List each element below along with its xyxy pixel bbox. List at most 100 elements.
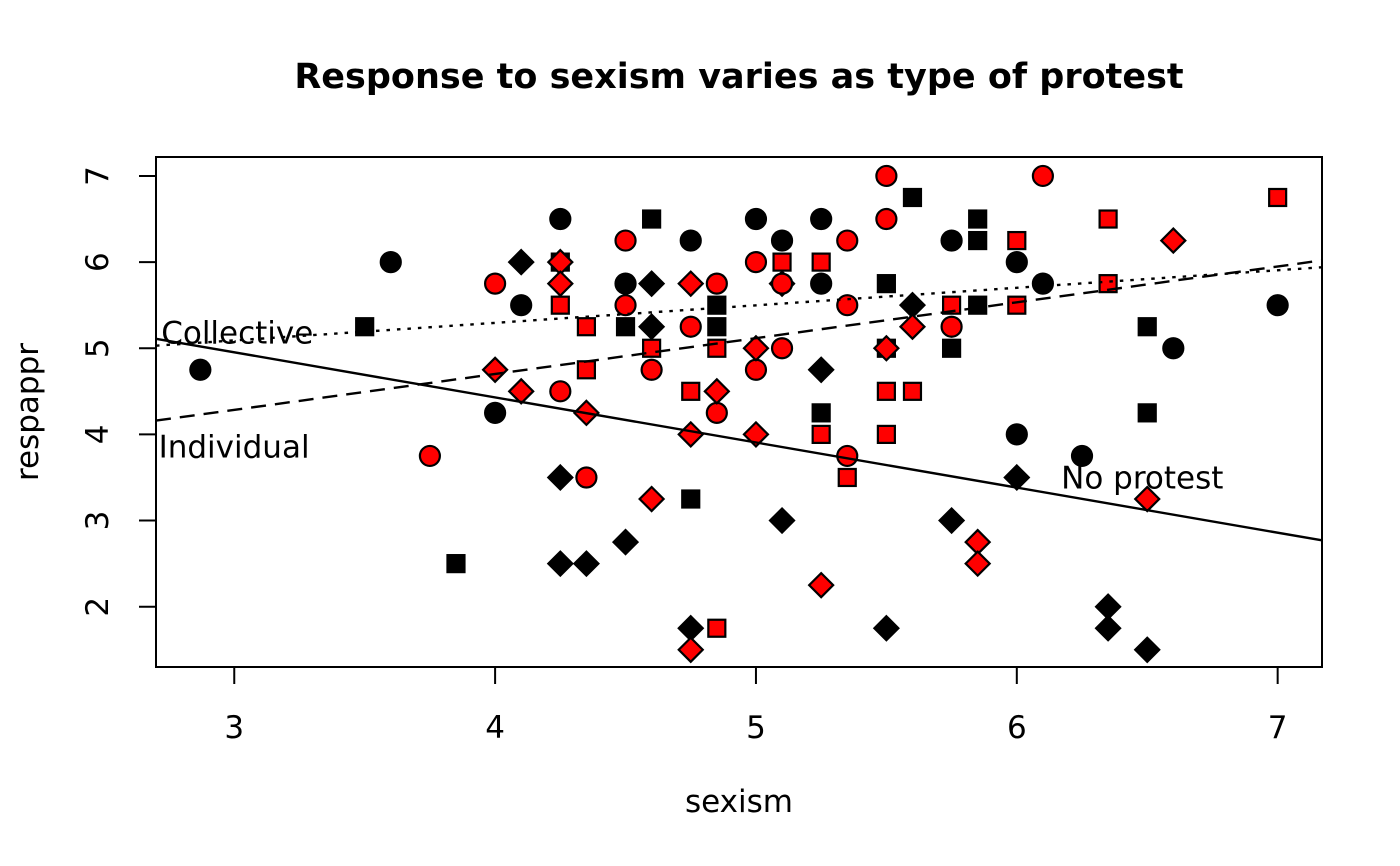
scatter-point-black-square (355, 317, 375, 337)
regression-lines (155, 259, 1323, 542)
line-label-collective: Collective (161, 316, 313, 352)
scatter-point-red-diamond (964, 550, 992, 578)
scatter-point-black-circle (379, 251, 402, 274)
scatter-point-red-diamond (703, 377, 731, 405)
scatter-point-red-circle (770, 337, 794, 360)
scatter-point-red-square (1007, 230, 1027, 251)
scatter-point-red-square (837, 467, 857, 488)
scatter-point-red-square (1268, 187, 1288, 208)
x-tick-label: 5 (746, 710, 766, 746)
scatter-point-red-diamond (677, 270, 705, 298)
scatter-point-black-diamond (1133, 636, 1161, 664)
scatter-point-black-square (642, 209, 662, 229)
scatter-point-red-square (681, 381, 701, 401)
axis-ticks: 3 4 5 6 7 2 3 4 5 6 7 (80, 166, 1288, 746)
scatter-point-red-square (550, 295, 570, 315)
scatter-point-black-circle (1162, 337, 1185, 360)
scatter-point-black-circle (679, 229, 702, 252)
scatter-point-black-square (941, 338, 962, 358)
scatter-point-black-square (968, 230, 988, 251)
scatter-point-black-circle (770, 229, 794, 252)
scatter-point-black-diamond (507, 248, 535, 276)
x-tick-label: 6 (1007, 710, 1027, 746)
scatter-point-red-diamond (807, 571, 835, 599)
scatter-point-black-circle (1070, 444, 1094, 468)
scatter-point-red-square (707, 338, 727, 358)
scatter-point-red-diamond (507, 377, 535, 405)
scatter-point-red-circle (549, 380, 572, 403)
scatter-point-red-square (576, 317, 597, 337)
regression-line-labels: Collective Individual No protest (159, 316, 1224, 497)
scatter-point-red-square (1098, 274, 1118, 294)
scatter-point-black-square (681, 489, 701, 509)
y-axis-label: respappr (10, 343, 46, 481)
x-tick-label: 7 (1268, 710, 1288, 746)
scatter-point-black-square (1137, 317, 1157, 337)
scatter-point-black-square (968, 209, 988, 229)
scatter-point-black-circle (1266, 294, 1289, 317)
scatter-point-black-circle (940, 229, 963, 252)
y-tick-label: 3 (80, 511, 116, 531)
scatter-point-black-diamond (872, 614, 900, 642)
plot-box (155, 156, 1323, 668)
line-label-individual: Individual (159, 429, 310, 465)
scatter-point-red-diamond (546, 270, 574, 298)
chart-title: Response to sexism varies as type of pro… (294, 57, 1183, 97)
scatter-point-black-diamond (768, 506, 796, 535)
scatter-point-black-square (902, 187, 923, 208)
scatter-point-black-diamond (807, 356, 835, 384)
scatter-point-red-circle (614, 294, 637, 317)
x-axis-label: sexism (685, 784, 793, 820)
scatter-point-red-diamond (1159, 227, 1187, 255)
scatter-point-red-circle (836, 229, 859, 252)
scatter-point-red-square (876, 424, 896, 444)
scatter-point-red-diamond (898, 313, 927, 341)
scatter-point-red-square (876, 381, 896, 401)
scatter-point-black-circle (614, 272, 637, 295)
scatter-point-red-circle (744, 251, 768, 274)
scatter-point-black-square (446, 554, 466, 574)
scatter-point-black-circle (189, 358, 212, 381)
y-tick-label: 2 (80, 597, 116, 617)
scatter-point-red-diamond (677, 420, 705, 448)
scatter-point-red-square (1007, 295, 1027, 315)
scatter-point-black-circle (549, 207, 572, 231)
scatter-point-black-diamond (1003, 463, 1031, 492)
scatter-point-black-diamond (572, 550, 600, 578)
scatter-point-black-circle (510, 294, 533, 317)
regression-line-individual-line (155, 259, 1323, 422)
scatter-point-black-diamond (611, 528, 640, 556)
scatter-point-black-circle (1005, 423, 1028, 446)
scatter-point-black-square (876, 274, 896, 294)
y-tick-label: 6 (80, 252, 116, 272)
scatter-point-red-diamond (677, 636, 705, 664)
scatter-point-black-square (1137, 403, 1157, 423)
scatter-point-red-square (772, 252, 792, 272)
scatter-point-red-circle (484, 272, 507, 295)
scatter-point-black-square (811, 403, 831, 423)
scatter-point-red-circle (836, 294, 859, 317)
x-tick-label: 3 (224, 710, 244, 746)
scatter-point-black-diamond (546, 463, 574, 492)
scatter-point-red-circle (614, 229, 637, 252)
scatter-point-black-diamond (1094, 614, 1122, 642)
scatter-point-black-circle (484, 401, 507, 424)
scatter-point-black-diamond (546, 550, 574, 578)
scatter-point-red-diamond (872, 334, 900, 362)
scatter-point-black-circle (1031, 272, 1054, 295)
scatter-point-red-circle (705, 401, 728, 424)
scatter-point-black-square (707, 317, 727, 337)
scatter-point-red-square (902, 381, 923, 401)
scatter-point-black-square (615, 317, 636, 337)
x-tick-label: 4 (485, 710, 505, 746)
scatter-point-red-diamond (481, 356, 509, 384)
scatter-point-red-circle (1031, 164, 1054, 188)
line-label-no-protest: No protest (1061, 460, 1223, 496)
scatter-point-red-circle (770, 272, 794, 295)
scatter-point-red-square (1098, 209, 1118, 229)
scatter-point-black-circle (1005, 251, 1028, 274)
data-points (189, 164, 1289, 664)
scatter-point-red-square (811, 424, 831, 444)
